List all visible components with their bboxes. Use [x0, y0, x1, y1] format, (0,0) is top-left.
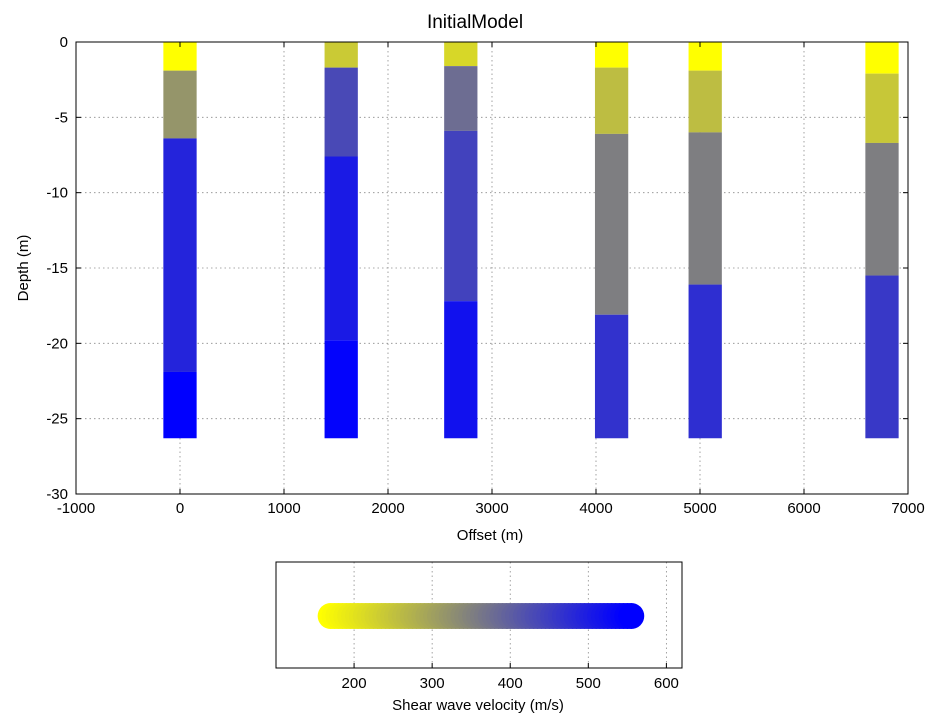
velocity-column	[594, 42, 629, 439]
x-axis-label: Offset (m)	[457, 527, 523, 544]
legend-axis-label: Shear wave velocity (m/s)	[392, 697, 564, 714]
legend-frame	[275, 561, 683, 669]
legend-tick-label: 200	[342, 675, 367, 692]
velocity-layer	[594, 314, 629, 439]
y-tick-label: 0	[60, 34, 68, 51]
x-tick-label: 5000	[683, 500, 716, 517]
chart-title: InitialModel	[427, 12, 523, 33]
y-tick-label: -15	[46, 260, 68, 277]
velocity-color-scale	[317, 603, 645, 629]
velocity-layer	[594, 133, 629, 315]
velocity-layer	[688, 132, 722, 285]
legend-tick-label: 600	[654, 675, 679, 692]
velocity-layer	[865, 42, 899, 74]
velocity-layer	[444, 301, 478, 439]
velocity-layer	[324, 156, 358, 341]
velocity-layer	[865, 73, 899, 143]
legend-tick-label: 400	[498, 675, 523, 692]
velocity-layer	[444, 66, 478, 131]
y-tick-label: -30	[46, 486, 68, 503]
velocity-layer	[688, 70, 722, 133]
velocity-column	[444, 42, 478, 439]
velocity-column	[865, 42, 899, 439]
x-tick-label: 4000	[579, 500, 612, 517]
legend-x-ticks: 200 300 400 500 600	[342, 663, 679, 692]
velocity-column	[324, 42, 358, 439]
legend-tick-label: 300	[420, 675, 445, 692]
velocity-layer	[163, 138, 197, 372]
velocity-layer	[865, 275, 899, 439]
y-tick-label: -5	[55, 109, 68, 126]
main-chart: -1000 0 1000 2000 3000 4000 5000 6000 7000 0-5-1…	[15, 12, 925, 544]
velocity-layer	[324, 67, 358, 157]
legend-tick-label: 500	[576, 675, 601, 692]
velocity-layer	[688, 284, 722, 439]
velocity-layer	[594, 42, 629, 68]
y-axis-ticks: 0 -5 -10 -15 -20 -25 -30	[46, 34, 908, 503]
x-tick-label: 2000	[371, 500, 404, 517]
x-tick-label: 3000	[475, 500, 508, 517]
velocity-layer	[865, 142, 899, 276]
y-tick-label: -20	[46, 335, 68, 352]
velocity-layer	[163, 371, 197, 439]
velocity-layer	[324, 340, 358, 439]
colorbar-legend: 200 300 400 500 600 Shear wave velocity (m/s…	[275, 561, 683, 714]
y-tick-label: -10	[46, 185, 68, 202]
y-axis-label: Depth (m)	[15, 235, 32, 302]
x-tick-label: 0	[176, 500, 184, 517]
y-tick-label: -25	[46, 411, 68, 428]
x-tick-label: 6000	[787, 500, 820, 517]
velocity-layer	[324, 42, 358, 68]
velocity-layer	[594, 67, 629, 134]
velocity-layer	[688, 42, 722, 71]
velocity-layer	[444, 42, 478, 67]
velocity-marker	[618, 603, 645, 629]
x-tick-label: 1000	[267, 500, 300, 517]
x-axis-ticks: -1000 0 1000 2000 3000 4000 5000 6000 7000	[57, 42, 925, 517]
velocity-layer	[444, 130, 478, 302]
velocity-column	[163, 42, 197, 439]
x-tick-label: -1000	[57, 500, 95, 517]
velocity-layer	[163, 70, 197, 139]
velocity-column	[688, 42, 722, 439]
x-tick-label: 7000	[891, 500, 924, 517]
velocity-columns	[163, 42, 899, 439]
